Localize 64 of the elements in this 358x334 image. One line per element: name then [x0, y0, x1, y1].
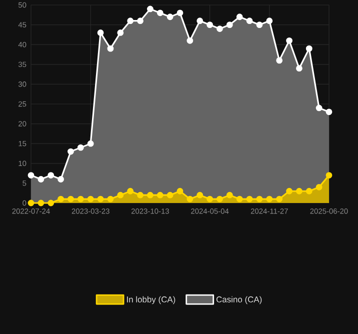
point	[326, 172, 332, 178]
point	[77, 144, 84, 151]
point	[58, 176, 64, 182]
point	[127, 18, 134, 24]
point	[166, 192, 174, 198]
point	[147, 192, 154, 198]
point	[107, 45, 114, 52]
point	[226, 22, 233, 28]
point	[58, 196, 64, 202]
point	[246, 18, 253, 24]
point	[38, 200, 44, 206]
point	[77, 196, 84, 202]
point	[48, 200, 54, 206]
point	[286, 37, 292, 44]
legend-label: In lobby (CA)	[127, 296, 176, 304]
point	[326, 108, 332, 116]
point	[107, 196, 114, 202]
point	[166, 14, 174, 20]
point	[296, 188, 302, 194]
point	[28, 200, 34, 206]
point	[296, 65, 302, 72]
point	[117, 30, 124, 36]
point	[216, 196, 223, 202]
point	[87, 196, 94, 202]
point	[286, 188, 292, 194]
legend-label: Casino (CA)	[216, 296, 262, 304]
point	[176, 188, 184, 194]
point	[186, 37, 194, 44]
point	[306, 188, 312, 194]
point	[236, 196, 243, 202]
point	[306, 45, 312, 52]
point	[226, 192, 233, 198]
point	[127, 188, 134, 194]
point	[176, 10, 184, 16]
point	[156, 10, 164, 16]
point	[196, 18, 204, 24]
point	[137, 18, 144, 24]
point	[117, 192, 124, 198]
point	[216, 26, 223, 32]
point	[266, 18, 273, 24]
point	[196, 192, 204, 198]
point	[316, 104, 322, 112]
point	[186, 196, 194, 202]
point	[246, 196, 253, 202]
point	[97, 30, 104, 36]
point	[206, 22, 214, 28]
point	[206, 196, 214, 202]
point	[87, 140, 94, 147]
point	[97, 196, 104, 202]
point	[236, 14, 243, 20]
point	[276, 196, 283, 202]
point	[28, 172, 34, 178]
point	[276, 57, 283, 64]
point	[256, 196, 263, 202]
point	[147, 6, 154, 12]
point	[68, 196, 74, 202]
point	[256, 22, 263, 28]
point	[137, 192, 144, 198]
point	[48, 172, 54, 178]
point	[68, 148, 74, 155]
point	[266, 196, 273, 202]
point	[156, 192, 164, 198]
point	[38, 176, 44, 182]
point	[316, 184, 322, 190]
